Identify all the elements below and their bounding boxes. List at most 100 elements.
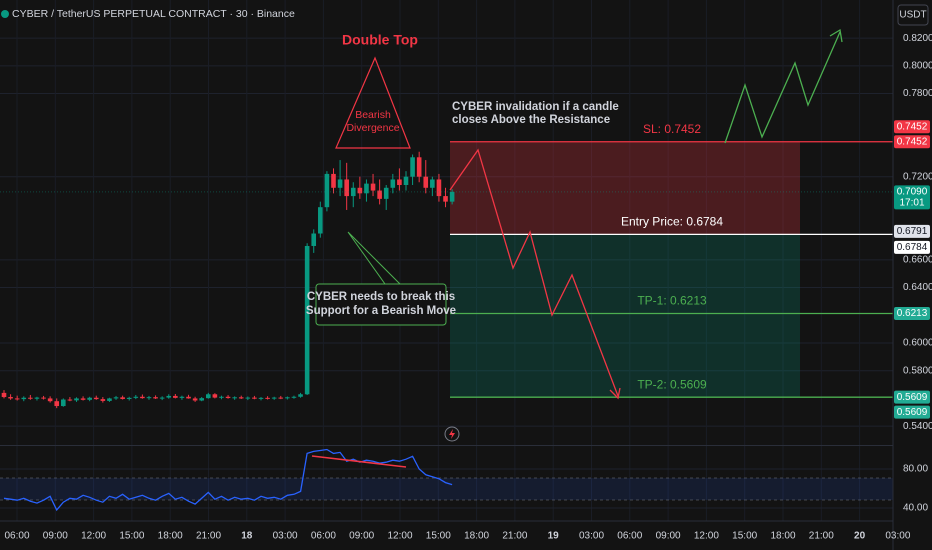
currency[interactable]: USDT: [899, 10, 926, 21]
price-badge-label: 0.7090: [897, 187, 928, 198]
candle-body: [304, 245, 310, 395]
y-tick-label: 0.5400: [903, 421, 932, 432]
pane-separator: [0, 445, 893, 446]
callout-text: CYBER needs to break this: [307, 291, 455, 303]
candle-body: [67, 399, 73, 401]
candle-body: [397, 179, 402, 186]
x-tick-label: 09:00: [43, 531, 68, 542]
candle-body: [416, 157, 422, 177]
candle-body: [8, 397, 13, 399]
axis-labels: 0.8200 0.8000 0.7800 0.7200 0.6600 0.6400 0.60…: [4, 33, 932, 542]
candle-body: [93, 397, 99, 400]
price-badge: [894, 405, 930, 419]
candle-body: [14, 398, 20, 400]
stop-zone: [450, 141, 800, 235]
divergence-label: Divergence: [346, 122, 399, 134]
candle-body: [337, 179, 343, 188]
target-zone: [450, 234, 800, 398]
candle-body: [113, 397, 119, 399]
candle-body: [291, 396, 297, 398]
double-top-label: Double Top: [342, 32, 418, 48]
candle-body: [423, 176, 429, 188]
candle-body: [324, 173, 330, 208]
candle-body: [100, 399, 106, 401]
candle-body: [54, 401, 60, 407]
candle-body: [87, 397, 92, 400]
currency-button[interactable]: [897, 4, 929, 26]
candle-body: [173, 395, 178, 398]
candle-body: [331, 173, 336, 188]
candle-body: [443, 196, 448, 202]
divergence-label: Bearish: [355, 109, 391, 121]
price-badge-label: 0.5609: [897, 392, 928, 403]
candle-body: [192, 398, 198, 401]
candle-body: [34, 397, 40, 399]
candle-body: [1, 392, 7, 398]
candle-body: [278, 397, 284, 399]
candle-body: [212, 394, 218, 398]
x-tick-label: 15:00: [119, 531, 144, 542]
candle-body: [252, 397, 257, 399]
candle-body: [377, 190, 382, 199]
y-tick-label: 0.7200: [903, 171, 932, 182]
candle-body: [449, 191, 455, 202]
symbol-title: CYBER / TetherUS PERPETUAL CONTRACT · 30…: [12, 8, 295, 20]
y-tick-label: 0.6400: [903, 282, 932, 293]
x-tick-label: 06:00: [311, 531, 336, 542]
x-tick-label: 18: [241, 531, 253, 542]
candle-body: [298, 394, 303, 397]
candle-body: [133, 396, 139, 398]
x-tick-label: 20: [854, 531, 866, 542]
candle-body: [370, 183, 376, 191]
x-tick-label: 06:00: [4, 531, 29, 542]
price-badge: [894, 120, 930, 134]
price-badge: [894, 135, 930, 149]
x-tick-label: 18:00: [770, 531, 795, 542]
level-label: TP-1: 0.6213: [637, 294, 707, 308]
callout-box: [315, 283, 447, 326]
x-tick-label: 06:00: [617, 531, 642, 542]
candle-body: [430, 179, 435, 188]
x-tick-label: 21:00: [196, 531, 221, 542]
candles: [1, 151, 455, 409]
y-tick-label: 0.6600: [903, 254, 932, 265]
candle-body: [61, 399, 66, 407]
alert-icon: [444, 426, 460, 442]
candle-body: [80, 398, 86, 400]
candle-body: [166, 395, 172, 398]
x-tick-label: 03:00: [273, 531, 298, 542]
candle-body: [21, 397, 27, 400]
price-badge: [894, 240, 930, 254]
x-tick-label: 19: [548, 531, 560, 542]
price-axis: [893, 0, 932, 550]
rsi-band: [0, 478, 893, 500]
y-tick-label: 0.8000: [903, 60, 932, 71]
levels: SL: 0.7452 Entry Price: 0.6784 TP-1: 0.621…: [0, 122, 893, 398]
candle-body: [265, 397, 270, 399]
grid: [0, 0, 899, 521]
price-badge: [894, 390, 930, 404]
y-tick-label: 0.6000: [903, 338, 932, 349]
rsi-divergence-line: [311, 455, 407, 468]
candle-body: [232, 397, 237, 399]
candle-body: [159, 397, 165, 399]
candle-body: [271, 397, 277, 399]
x-tick-label: 03:00: [579, 531, 604, 542]
price-badge: [894, 185, 930, 210]
price-badge: [894, 306, 930, 320]
x-tick-label: 09:00: [656, 531, 681, 542]
bearish-arrowhead: [609, 387, 621, 400]
candle-body: [238, 397, 244, 399]
candle-body: [140, 396, 145, 399]
status-dot: [1, 10, 9, 18]
candle-body: [403, 176, 409, 186]
alert-bolt: [449, 429, 455, 439]
x-tick-label: 21:00: [502, 531, 527, 542]
candle-body: [41, 397, 46, 399]
candle-body: [219, 396, 224, 398]
x-tick-label: 21:00: [809, 531, 834, 542]
rsi-tick-label: 40.00: [903, 503, 928, 514]
candle-body: [364, 183, 369, 194]
candle-body: [74, 398, 79, 401]
x-tick-label: 18:00: [158, 531, 183, 542]
